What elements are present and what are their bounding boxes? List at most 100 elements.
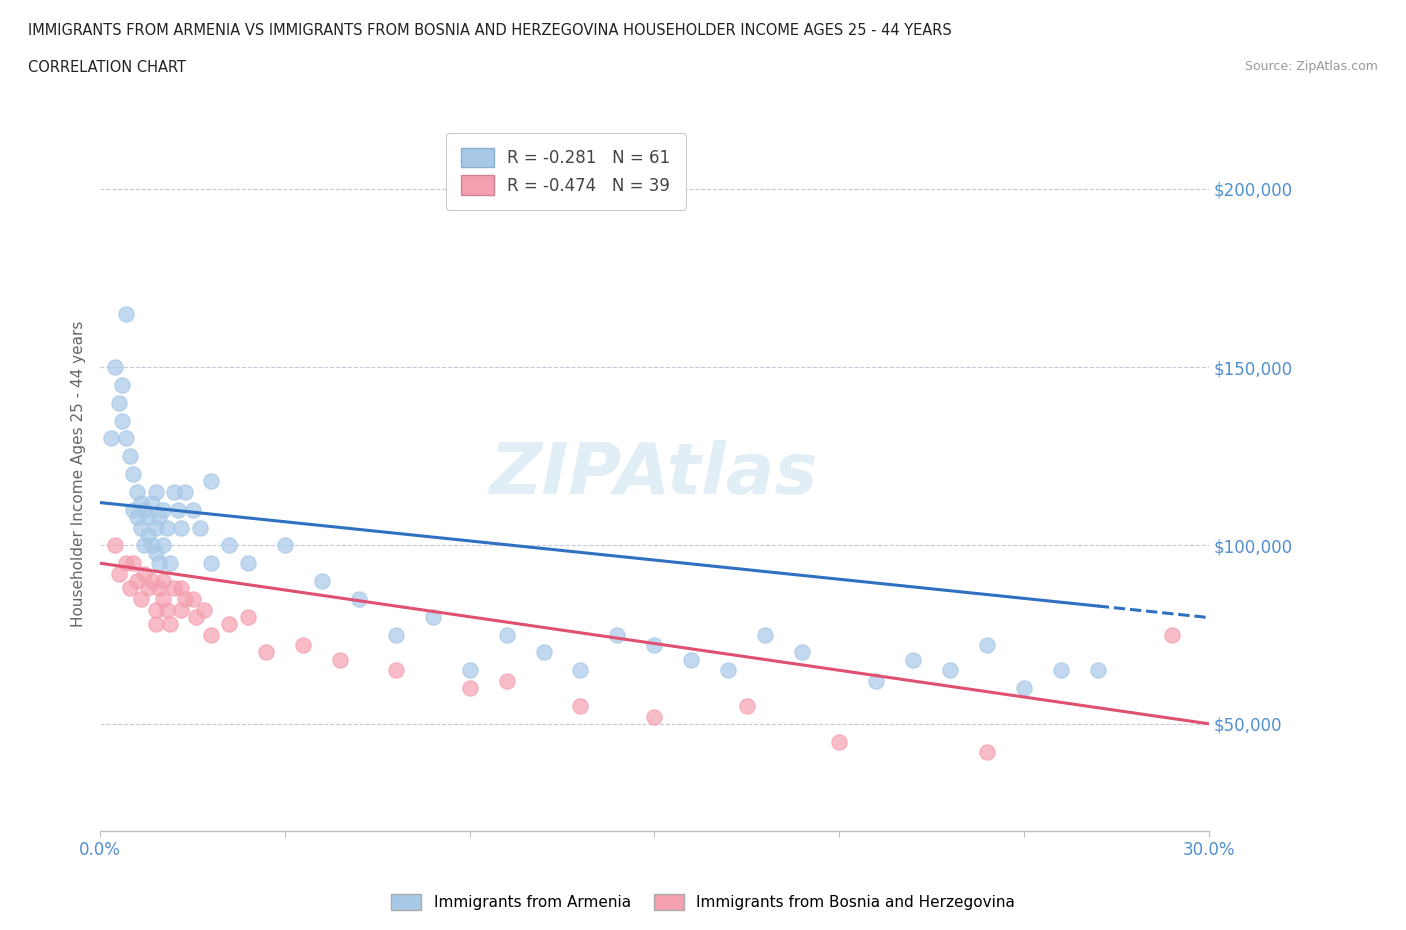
Point <box>107 395 129 410</box>
Point <box>311 574 333 589</box>
Point <box>111 378 134 392</box>
Point <box>174 485 197 499</box>
Point <box>976 638 998 653</box>
Point <box>976 745 998 760</box>
Point <box>170 520 193 535</box>
Point <box>166 502 188 517</box>
Point <box>939 663 962 678</box>
Point <box>569 663 592 678</box>
Point <box>145 602 167 617</box>
Point <box>170 602 193 617</box>
Point <box>643 710 665 724</box>
Point <box>186 609 208 624</box>
Point <box>122 502 145 517</box>
Point <box>115 556 138 571</box>
Point <box>188 520 211 535</box>
Point <box>347 591 370 606</box>
Text: Source: ZipAtlas.com: Source: ZipAtlas.com <box>1244 60 1378 73</box>
Point <box>152 574 174 589</box>
Point <box>329 652 352 667</box>
Point <box>159 556 181 571</box>
Point <box>495 627 517 642</box>
Point <box>107 566 129 581</box>
Point <box>458 663 481 678</box>
Point <box>1160 627 1182 642</box>
Legend: R = -0.281   N = 61, R = -0.474   N = 39: R = -0.281 N = 61, R = -0.474 N = 39 <box>446 133 686 209</box>
Point <box>569 698 592 713</box>
Point <box>606 627 628 642</box>
Point <box>384 663 406 678</box>
Point <box>115 431 138 445</box>
Point <box>136 527 159 542</box>
Point <box>1012 681 1035 696</box>
Point <box>141 574 163 589</box>
Point <box>181 591 204 606</box>
Point <box>104 360 127 375</box>
Point <box>134 502 156 517</box>
Point <box>533 645 555 660</box>
Point <box>170 580 193 595</box>
Point <box>100 431 122 445</box>
Point <box>122 467 145 482</box>
Point <box>792 645 814 660</box>
Point <box>200 556 222 571</box>
Point <box>148 510 170 525</box>
Point <box>218 617 240 631</box>
Point <box>717 663 740 678</box>
Point <box>200 473 222 488</box>
Point <box>148 580 170 595</box>
Point <box>152 502 174 517</box>
Point <box>274 538 297 552</box>
Point <box>136 580 159 595</box>
Point <box>152 591 174 606</box>
Point <box>156 602 179 617</box>
Point <box>129 495 152 510</box>
Point <box>118 449 141 464</box>
Point <box>681 652 703 667</box>
Point <box>125 574 148 589</box>
Point <box>254 645 277 660</box>
Point <box>1087 663 1109 678</box>
Point <box>901 652 924 667</box>
Point <box>828 734 851 749</box>
Point <box>104 538 127 552</box>
Point <box>148 556 170 571</box>
Point <box>111 413 134 428</box>
Point <box>292 638 315 653</box>
Point <box>125 485 148 499</box>
Point <box>145 485 167 499</box>
Point <box>145 520 167 535</box>
Point <box>218 538 240 552</box>
Point <box>141 538 163 552</box>
Text: CORRELATION CHART: CORRELATION CHART <box>28 60 186 75</box>
Point <box>118 580 141 595</box>
Y-axis label: Householder Income Ages 25 - 44 years: Householder Income Ages 25 - 44 years <box>72 321 86 627</box>
Point <box>458 681 481 696</box>
Point <box>200 627 222 642</box>
Point <box>754 627 776 642</box>
Point <box>236 609 259 624</box>
Point <box>384 627 406 642</box>
Point <box>735 698 758 713</box>
Point <box>145 617 167 631</box>
Point <box>115 306 138 321</box>
Legend: Immigrants from Armenia, Immigrants from Bosnia and Herzegovina: Immigrants from Armenia, Immigrants from… <box>382 886 1024 918</box>
Point <box>193 602 215 617</box>
Text: ZIPAtlas: ZIPAtlas <box>491 440 818 509</box>
Point <box>134 538 156 552</box>
Point <box>1049 663 1071 678</box>
Text: IMMIGRANTS FROM ARMENIA VS IMMIGRANTS FROM BOSNIA AND HERZEGOVINA HOUSEHOLDER IN: IMMIGRANTS FROM ARMENIA VS IMMIGRANTS FR… <box>28 23 952 38</box>
Point <box>174 591 197 606</box>
Point <box>152 538 174 552</box>
Point <box>134 566 156 581</box>
Point <box>156 520 179 535</box>
Point <box>163 580 186 595</box>
Point <box>422 609 444 624</box>
Point <box>136 510 159 525</box>
Point <box>163 485 186 499</box>
Point <box>129 591 152 606</box>
Point <box>159 617 181 631</box>
Point <box>125 510 148 525</box>
Point <box>643 638 665 653</box>
Point <box>145 545 167 560</box>
